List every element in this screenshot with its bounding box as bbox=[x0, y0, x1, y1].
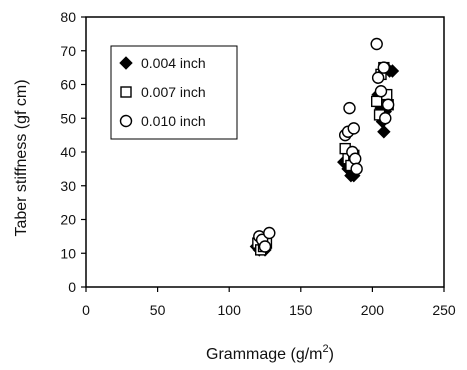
x-axis-title-superscript: 2 bbox=[323, 343, 329, 355]
x-tick-label: 250 bbox=[432, 302, 456, 318]
point-0-010-inch bbox=[371, 71, 385, 84]
point-0-010-inch bbox=[381, 98, 395, 111]
y-tick-label: 20 bbox=[60, 212, 76, 228]
x-tick-label: 150 bbox=[289, 302, 313, 318]
x-axis-title: Grammage (g/m2) bbox=[206, 343, 334, 363]
x-tick-label: 200 bbox=[361, 302, 385, 318]
point-0-010-inch bbox=[379, 112, 392, 125]
y-tick-label: 60 bbox=[60, 77, 76, 93]
point-0-010-inch bbox=[263, 226, 276, 240]
y-tick-label: 10 bbox=[60, 245, 76, 261]
point-0-010-inch bbox=[347, 122, 360, 135]
legend-marker-circle bbox=[119, 114, 133, 128]
legend-label: 0.007 inch bbox=[141, 84, 206, 100]
legend-marker-diamond bbox=[119, 56, 133, 70]
y-tick-label: 50 bbox=[60, 110, 76, 126]
point-0-010-inch bbox=[374, 85, 388, 98]
point-0-004-inch bbox=[377, 125, 391, 139]
legend-box bbox=[110, 45, 238, 140]
x-axis-title-main: Grammage (g/m bbox=[206, 346, 322, 363]
y-axis-title: Taber stiffness (gf cm) bbox=[13, 79, 30, 236]
y-tick-label: 70 bbox=[60, 43, 76, 59]
point-0-010-inch bbox=[350, 162, 363, 176]
legend-label: 0.010 inch bbox=[141, 113, 206, 129]
point-0-010-inch bbox=[343, 101, 356, 115]
x-tick-label: 50 bbox=[150, 302, 166, 318]
point-0-010-inch bbox=[258, 240, 272, 253]
y-tick-label: 40 bbox=[60, 144, 76, 160]
y-tick-label: 0 bbox=[68, 279, 76, 295]
point-0-010-inch bbox=[370, 37, 383, 51]
legend: 0.004 inch 0.007 inch 0.010 inch bbox=[110, 45, 238, 140]
data-points bbox=[249, 37, 400, 257]
y-axis-ticks: 0 10 20 30 40 50 60 70 80 bbox=[60, 9, 86, 295]
x-axis-ticks: 0 50 100 150 200 250 bbox=[82, 287, 456, 318]
point-0-007-inch bbox=[370, 95, 383, 108]
x-tick-label: 100 bbox=[218, 302, 242, 318]
legend-marker-square bbox=[120, 86, 132, 98]
y-tick-label: 80 bbox=[60, 9, 76, 25]
legend-label: 0.004 inch bbox=[141, 55, 206, 71]
x-axis-title-tail: ) bbox=[329, 346, 334, 363]
y-tick-label: 30 bbox=[60, 178, 76, 194]
point-0-010-inch bbox=[349, 152, 362, 165]
point-0-010-inch bbox=[377, 61, 391, 74]
x-tick-label: 0 bbox=[82, 302, 90, 318]
